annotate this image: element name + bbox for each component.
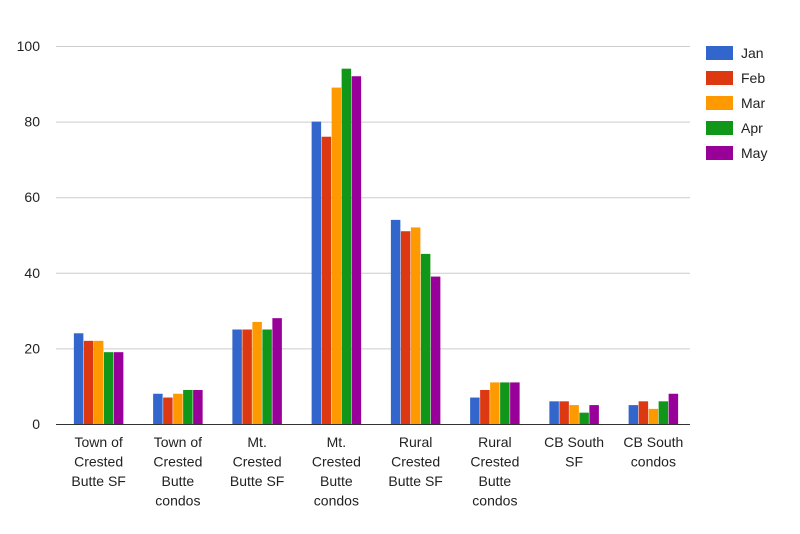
bar-feb-6 bbox=[559, 401, 569, 424]
y-tick-labels: 0 20 40 60 80 100 bbox=[17, 38, 41, 432]
bar-jan-7 bbox=[628, 405, 639, 424]
x-category-label-line: Rural bbox=[399, 434, 432, 450]
x-category-label-line: CB South bbox=[544, 434, 604, 450]
x-category-label-line: condos bbox=[155, 493, 200, 509]
bar-jan-4 bbox=[390, 219, 401, 424]
legend-label-mar: Mar bbox=[741, 95, 765, 111]
bar-feb-3 bbox=[321, 136, 332, 424]
x-category-label-line: condos bbox=[631, 454, 676, 470]
bar-may-0 bbox=[113, 352, 124, 424]
bar-may-4 bbox=[430, 276, 441, 424]
bar-feb-0 bbox=[83, 340, 94, 424]
x-category-label-line: condos bbox=[472, 493, 517, 509]
legend-label-may: May bbox=[741, 145, 767, 161]
y-tick-label: 0 bbox=[32, 416, 40, 432]
x-category-label-line: Butte bbox=[162, 473, 195, 489]
bar-jan-6 bbox=[549, 401, 559, 424]
legend-label-apr: Apr bbox=[741, 120, 763, 136]
x-category-label-line: Crested bbox=[74, 454, 123, 470]
y-tick-label: 40 bbox=[24, 265, 40, 281]
legend: Jan Feb Mar Apr May bbox=[706, 45, 767, 161]
x-category-label-line: Butte bbox=[479, 473, 512, 489]
x-category-label: Town of Crested Butte SF bbox=[71, 434, 125, 489]
x-category-label-line: Crested bbox=[391, 454, 440, 470]
bar-mar-7 bbox=[648, 408, 659, 424]
bar-may-6 bbox=[589, 405, 599, 424]
x-category-label-line: Town of bbox=[75, 434, 123, 450]
bar-apr-5 bbox=[500, 382, 510, 424]
x-category-label-line: condos bbox=[314, 493, 359, 509]
bar-feb-5 bbox=[480, 389, 490, 424]
x-category-label-line: Crested bbox=[153, 454, 202, 470]
x-category-label: Rural Crested Butte condos bbox=[470, 434, 519, 509]
x-category-label-line: Crested bbox=[312, 454, 361, 470]
x-category-label-line: Crested bbox=[233, 454, 282, 470]
bar-mar-3 bbox=[331, 87, 342, 424]
legend-swatch-mar bbox=[706, 96, 733, 110]
bar-feb-4 bbox=[400, 231, 411, 424]
bar-feb-7 bbox=[638, 401, 649, 424]
bar-mar-2 bbox=[252, 321, 262, 424]
legend-swatch-feb bbox=[706, 71, 733, 85]
x-category-label: Mt. Crested Butte condos bbox=[312, 434, 361, 509]
legend-label-jan: Jan bbox=[741, 45, 764, 61]
x-category-label-line: Crested bbox=[470, 454, 519, 470]
bar-apr-6 bbox=[579, 412, 589, 424]
bar-may-5 bbox=[510, 382, 520, 424]
y-tick-label: 60 bbox=[24, 189, 40, 205]
bar-apr-0 bbox=[103, 352, 114, 424]
y-tick-label: 20 bbox=[24, 340, 40, 356]
bar-apr-1 bbox=[183, 389, 193, 424]
bar-may-1 bbox=[193, 389, 203, 424]
bar-mar-4 bbox=[410, 227, 421, 424]
x-category-label-line: CB South bbox=[623, 434, 683, 450]
bar-mar-0 bbox=[93, 340, 104, 424]
bar-mar-6 bbox=[569, 405, 579, 424]
bar-mar-1 bbox=[173, 393, 183, 424]
legend-swatch-jan bbox=[706, 46, 733, 60]
bar-may-2 bbox=[272, 318, 282, 424]
bar-mar-5 bbox=[490, 382, 500, 424]
x-category-label-line: Rural bbox=[478, 434, 511, 450]
bar-may-3 bbox=[351, 76, 362, 425]
x-category-label: Rural Crested Butte SF bbox=[388, 434, 442, 489]
x-category-label-line: Town of bbox=[154, 434, 202, 450]
x-category-label-line: Butte SF bbox=[230, 473, 284, 489]
bar-jan-0 bbox=[73, 333, 84, 424]
bar-feb-2 bbox=[242, 329, 252, 424]
x-category-label-line: Mt. bbox=[327, 434, 346, 450]
x-category-label-line: SF bbox=[565, 454, 583, 470]
bar-apr-7 bbox=[658, 401, 669, 424]
legend-swatch-may bbox=[706, 146, 733, 160]
bar-jan-2 bbox=[232, 329, 242, 424]
x-category-label-line: Butte SF bbox=[71, 473, 125, 489]
legend-swatch-apr bbox=[706, 121, 733, 135]
bar-apr-2 bbox=[262, 329, 272, 424]
bar-feb-1 bbox=[163, 397, 173, 424]
x-category-labels: Town of Crested Butte SF Town of Crested Butt… bbox=[71, 434, 683, 509]
x-category-label: CB South SF bbox=[544, 434, 604, 470]
x-category-label-line: Mt. bbox=[247, 434, 266, 450]
y-tick-label: 100 bbox=[17, 38, 41, 54]
gridlines bbox=[56, 46, 690, 350]
bars bbox=[73, 68, 679, 425]
x-category-label: Mt. Crested Butte SF bbox=[230, 434, 284, 489]
bar-apr-3 bbox=[341, 68, 352, 425]
bar-may-7 bbox=[668, 393, 679, 424]
y-tick-label: 80 bbox=[24, 114, 40, 130]
x-category-label-line: Butte SF bbox=[388, 473, 442, 489]
x-category-label: Town of Crested Butte condos bbox=[153, 434, 202, 509]
bar-jan-5 bbox=[470, 397, 480, 424]
bar-apr-4 bbox=[420, 253, 431, 424]
bar-jan-1 bbox=[153, 393, 163, 424]
legend-label-feb: Feb bbox=[741, 70, 765, 86]
x-category-label-line: Butte bbox=[320, 473, 353, 489]
bar-jan-3 bbox=[311, 121, 322, 424]
x-category-label: CB South condos bbox=[623, 434, 683, 470]
